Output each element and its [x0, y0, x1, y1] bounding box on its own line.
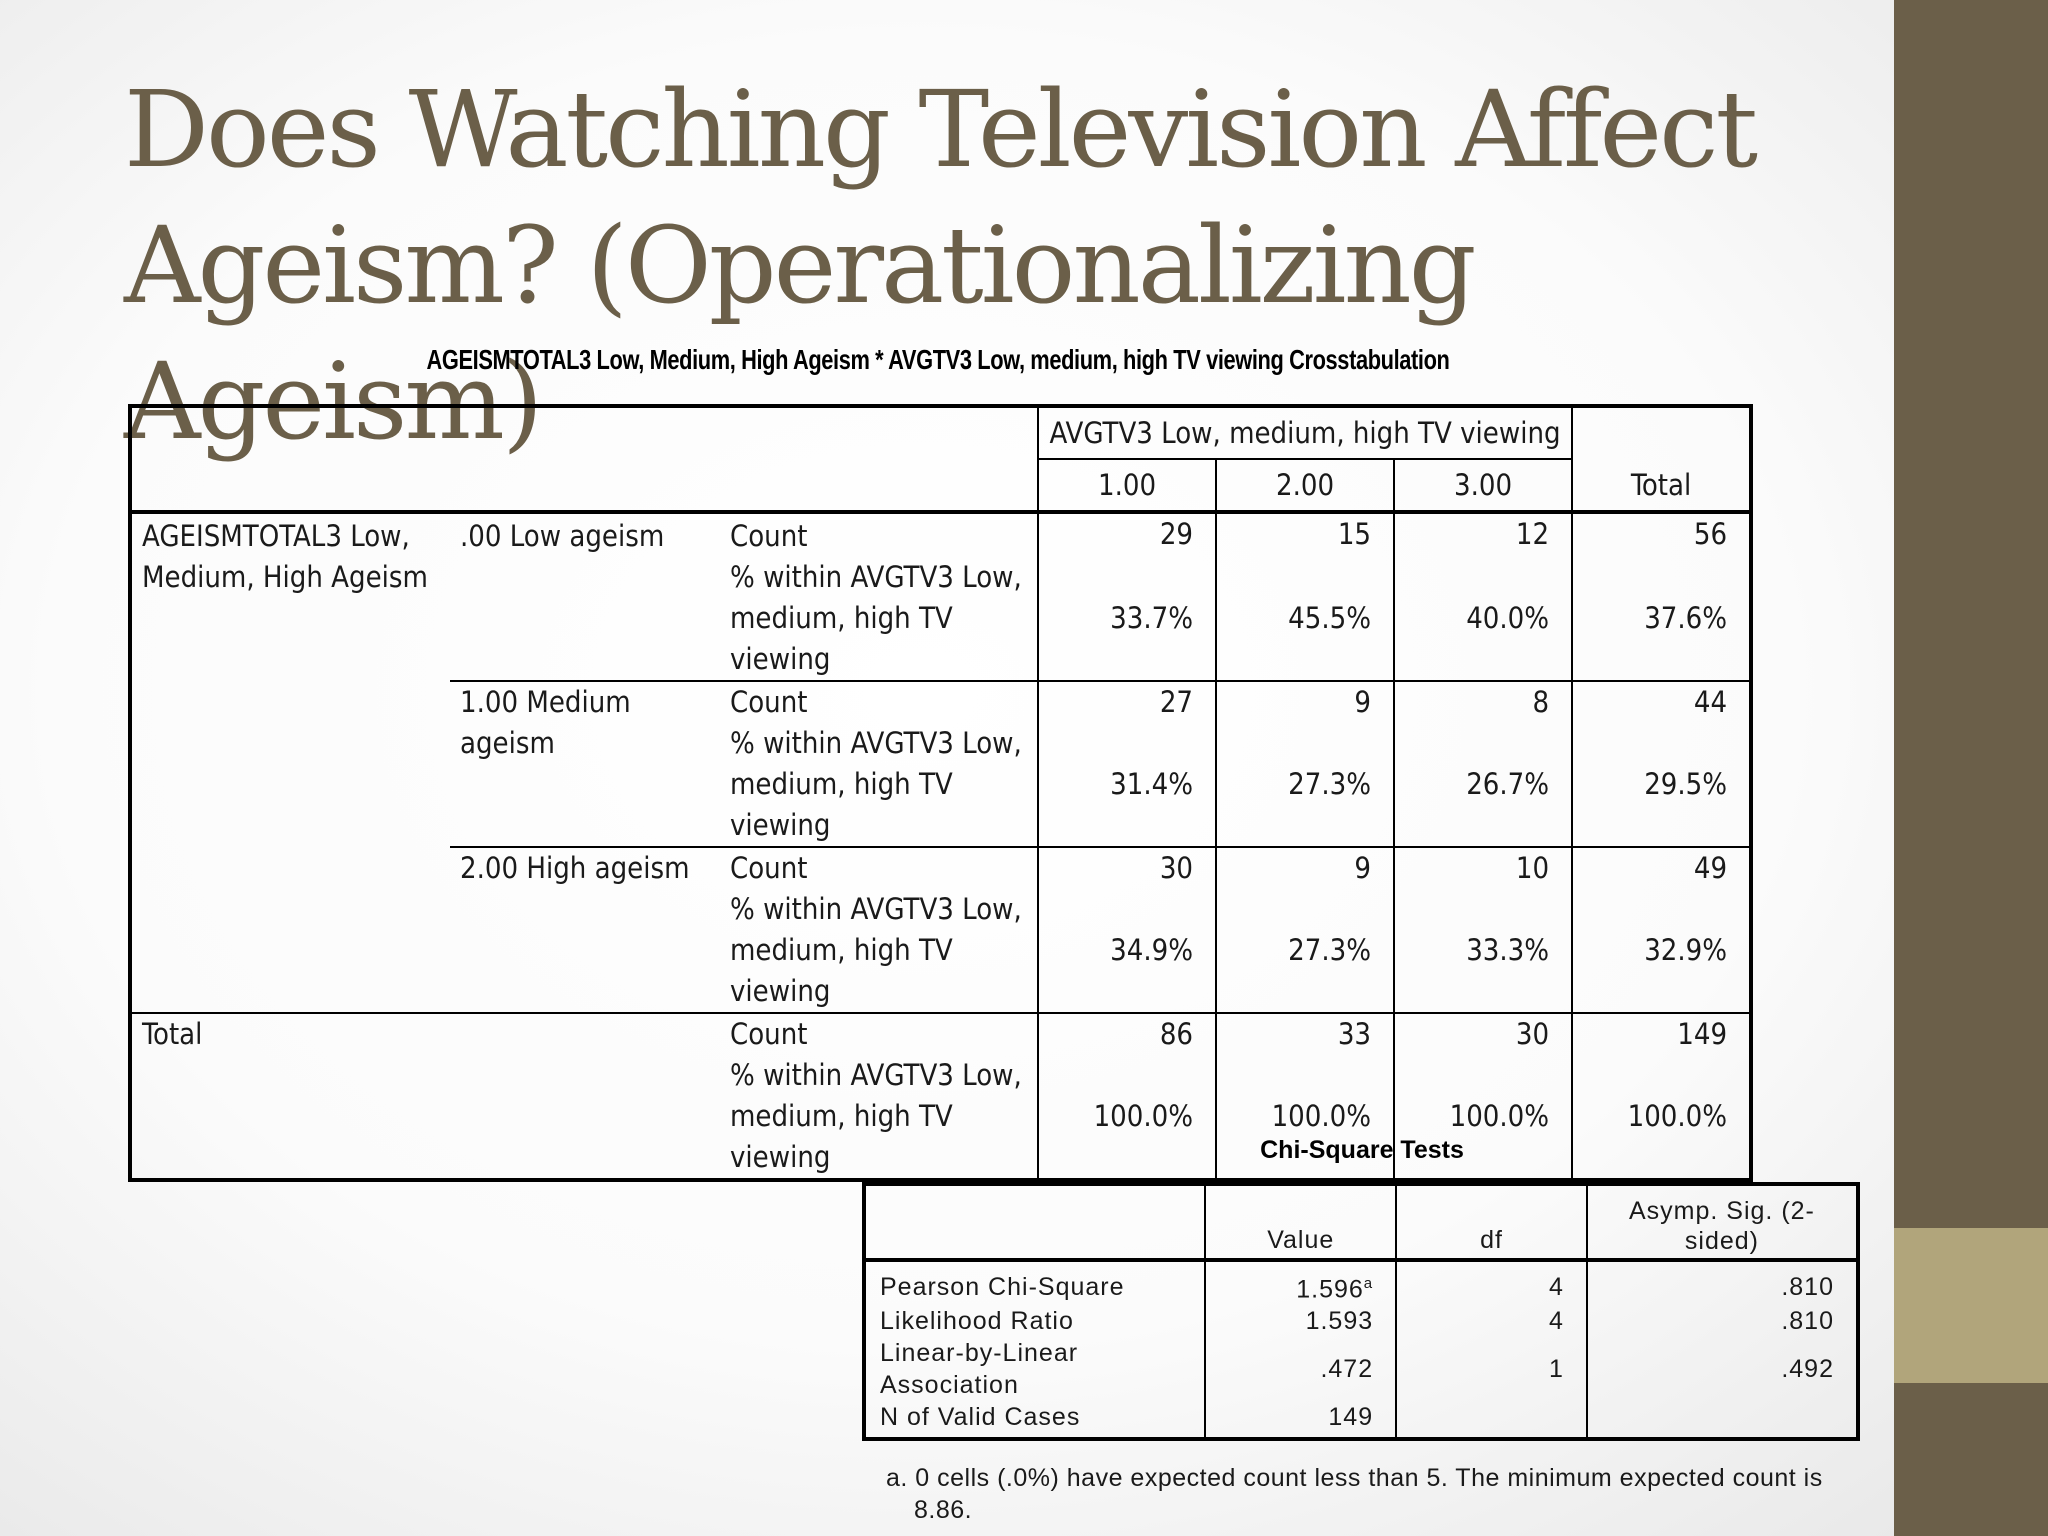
group-label: .00 Low ageism [460, 519, 665, 553]
pct-label: % within AVGTV3 Low, medium, high TV vie… [730, 1058, 1022, 1174]
chisq-header-sig: Asymp. Sig. (2-sided) [1585, 1184, 1858, 1262]
count-cell: 27 [1037, 680, 1217, 723]
count-cell: 33 [1215, 1012, 1395, 1055]
count-cell: 44 [1571, 680, 1752, 723]
pct-label: % within AVGTV3 Low, medium, high TV vie… [730, 560, 1022, 676]
count-label: Count [730, 519, 808, 553]
pct-cell: 45.5% [1215, 557, 1395, 681]
chisq-corner [864, 1184, 1206, 1262]
chisq-value: 149 [1204, 1401, 1397, 1440]
chisq-row-label: Linear-by-Linear Association [880, 1339, 1079, 1400]
count-label: Count [720, 1012, 1039, 1055]
chisq-value-cell: 1.596a [1204, 1260, 1397, 1306]
pct-cell: 27.3% [1215, 889, 1395, 1013]
count-cell: 86 [1037, 1012, 1217, 1055]
chisq-value: 1.593 [1204, 1305, 1397, 1338]
count-cell: 29 [1037, 512, 1217, 557]
pct-label: % within AVGTV3 Low, medium, high TV vie… [730, 892, 1022, 1008]
pct-cell: 29.5% [1571, 723, 1752, 847]
group-label: 1.00 Medium ageism [450, 680, 720, 847]
pct-cell: 32.9% [1571, 889, 1752, 1013]
count-cell: 49 [1571, 846, 1752, 889]
row-variable-label: AGEISMTOTAL3 Low, Medium, High Ageism [142, 519, 428, 594]
chisq-value: .472 [1204, 1337, 1397, 1402]
crosstab-caption: AGEISMTOTAL3 Low, Medium, High Ageism * … [426, 344, 1450, 375]
chisq-df [1395, 1401, 1587, 1440]
pct-cell: 34.9% [1037, 889, 1217, 1013]
col-header: 1.00 [1037, 459, 1217, 514]
chisq-value: 1.596 [1296, 1275, 1364, 1304]
pct-cell: 100.0% [1037, 1055, 1217, 1180]
pct-label: % within AVGTV3 Low, medium, high TV vie… [730, 726, 1022, 842]
slide-title-line-1: Does Watching Television Affect [124, 68, 1758, 191]
chisq-table: Value df Asymp. Sig. (2-sided) Pearson C… [862, 1182, 1860, 1442]
count-label: Count [720, 846, 1039, 889]
count-cell: 56 [1571, 512, 1752, 557]
count-cell: 30 [1037, 846, 1217, 889]
count-cell: 12 [1393, 512, 1573, 557]
chisq-header-value: Value [1204, 1184, 1397, 1262]
chisq-sig: .810 [1585, 1305, 1858, 1338]
count-cell: 10 [1393, 846, 1573, 889]
slide-title: Does Watching Television Affect Ageism? … [124, 62, 1864, 470]
chisq-row-label: Pearson Chi-Square [880, 1272, 1125, 1301]
footnote-marker: a [1363, 1275, 1374, 1292]
pct-cell: 27.3% [1215, 723, 1395, 847]
pct-cell: 33.3% [1393, 889, 1573, 1013]
chisq-sig: .492 [1585, 1337, 1858, 1402]
chisq-caption: Chi-Square Tests [1260, 1136, 1464, 1164]
total-col-header: Total [1571, 406, 1752, 514]
count-cell: 9 [1215, 846, 1395, 889]
count-label: Count [720, 680, 1039, 723]
pct-cell: 100.0% [1215, 1055, 1395, 1180]
chisq-header-df: df [1395, 1184, 1587, 1262]
col-header: 3.00 [1393, 459, 1573, 514]
chisq-sig: .810 [1585, 1260, 1858, 1306]
col-header: 2.00 [1215, 459, 1395, 514]
pct-cell: 26.7% [1393, 723, 1573, 847]
total-row-label: Total [130, 1012, 720, 1180]
crosstab-table: AVGTV3 Low, medium, high TV viewing Tota… [128, 404, 1754, 1182]
chisq-df: 4 [1395, 1260, 1587, 1306]
sidebar-accent-block [1894, 1228, 2048, 1383]
group-label: 2.00 High ageism [450, 846, 720, 1013]
count-cell: 149 [1571, 1012, 1752, 1055]
chisq-df: 1 [1395, 1337, 1587, 1402]
chisq-row-label: Likelihood Ratio [880, 1307, 1074, 1336]
chisq-df: 4 [1395, 1305, 1587, 1338]
pct-cell: 31.4% [1037, 723, 1217, 847]
count-cell: 15 [1215, 512, 1395, 557]
chisq-footnote: a. 0 cells (.0%) have expected count les… [886, 1464, 1823, 1524]
count-cell: 30 [1393, 1012, 1573, 1055]
crosstab-corner [130, 406, 1039, 514]
chisq-sig [1585, 1401, 1858, 1440]
count-cell: 9 [1215, 680, 1395, 723]
pct-cell: 37.6% [1571, 557, 1752, 681]
chisq-row-label: N of Valid Cases [880, 1403, 1081, 1432]
pct-cell: 40.0% [1393, 557, 1573, 681]
count-cell: 8 [1393, 680, 1573, 723]
pct-cell: 100.0% [1393, 1055, 1573, 1180]
pct-cell: 100.0% [1571, 1055, 1752, 1180]
col-group-header: AVGTV3 Low, medium, high TV viewing [1037, 406, 1573, 460]
pct-cell: 33.7% [1037, 557, 1217, 681]
